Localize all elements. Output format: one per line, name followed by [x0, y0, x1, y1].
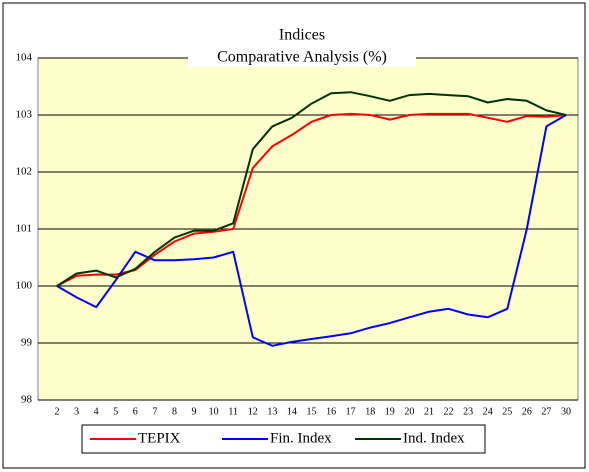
x-tick-label: 10	[209, 406, 219, 417]
x-tick-label: 9	[192, 406, 197, 417]
x-tick-label: 2	[55, 406, 60, 417]
y-tick-label: 103	[16, 109, 33, 121]
y-tick-label: 102	[16, 166, 33, 178]
x-tick-label: 24	[483, 406, 493, 417]
x-tick-label: 22	[444, 406, 454, 417]
chart-title: Indices	[279, 27, 325, 44]
x-tick-label: 25	[502, 406, 512, 417]
x-tick-label: 13	[267, 406, 277, 417]
x-tick-label: 17	[346, 406, 356, 417]
chart-subtitle: Comparative Analysis (%)	[217, 49, 387, 66]
x-tick-label: 14	[287, 406, 297, 417]
x-tick-label: 16	[326, 406, 336, 417]
x-tick-label: 7	[152, 406, 157, 417]
y-tick-label: 99	[21, 337, 33, 349]
x-tick-label: 6	[133, 406, 138, 417]
x-tick-label: 21	[424, 406, 434, 417]
legend	[81, 424, 486, 454]
x-tick-label: 20	[404, 406, 414, 417]
x-tick-label: 3	[74, 406, 79, 417]
legend-label: TEPIX	[138, 430, 181, 446]
y-tick-label: 104	[16, 52, 33, 64]
x-tick-label: 12	[248, 406, 258, 417]
series-line	[56, 112, 567, 287]
y-tick-label: 101	[16, 223, 33, 235]
x-tick-label: 23	[463, 406, 473, 417]
legend-label: Ind. Index	[403, 430, 465, 446]
legend-label: Fin. Index	[270, 430, 332, 446]
x-tick-label: 19	[385, 406, 395, 417]
series-line	[56, 114, 567, 347]
x-tick-label: 27	[541, 406, 551, 417]
series-line	[56, 91, 567, 287]
x-tick-label: 5	[113, 406, 118, 417]
y-tick-label: 98	[21, 394, 33, 406]
x-tick-label: 26	[522, 406, 532, 417]
x-tick-label: 8	[172, 406, 177, 417]
y-tick-label: 100	[16, 280, 33, 292]
x-tick-label: 15	[307, 406, 317, 417]
subtitle-background	[188, 49, 416, 67]
x-tick-label: 11	[228, 406, 238, 417]
x-tick-label: 18	[365, 406, 375, 417]
x-tick-label: 30	[561, 406, 571, 417]
x-tick-label: 4	[94, 406, 99, 417]
